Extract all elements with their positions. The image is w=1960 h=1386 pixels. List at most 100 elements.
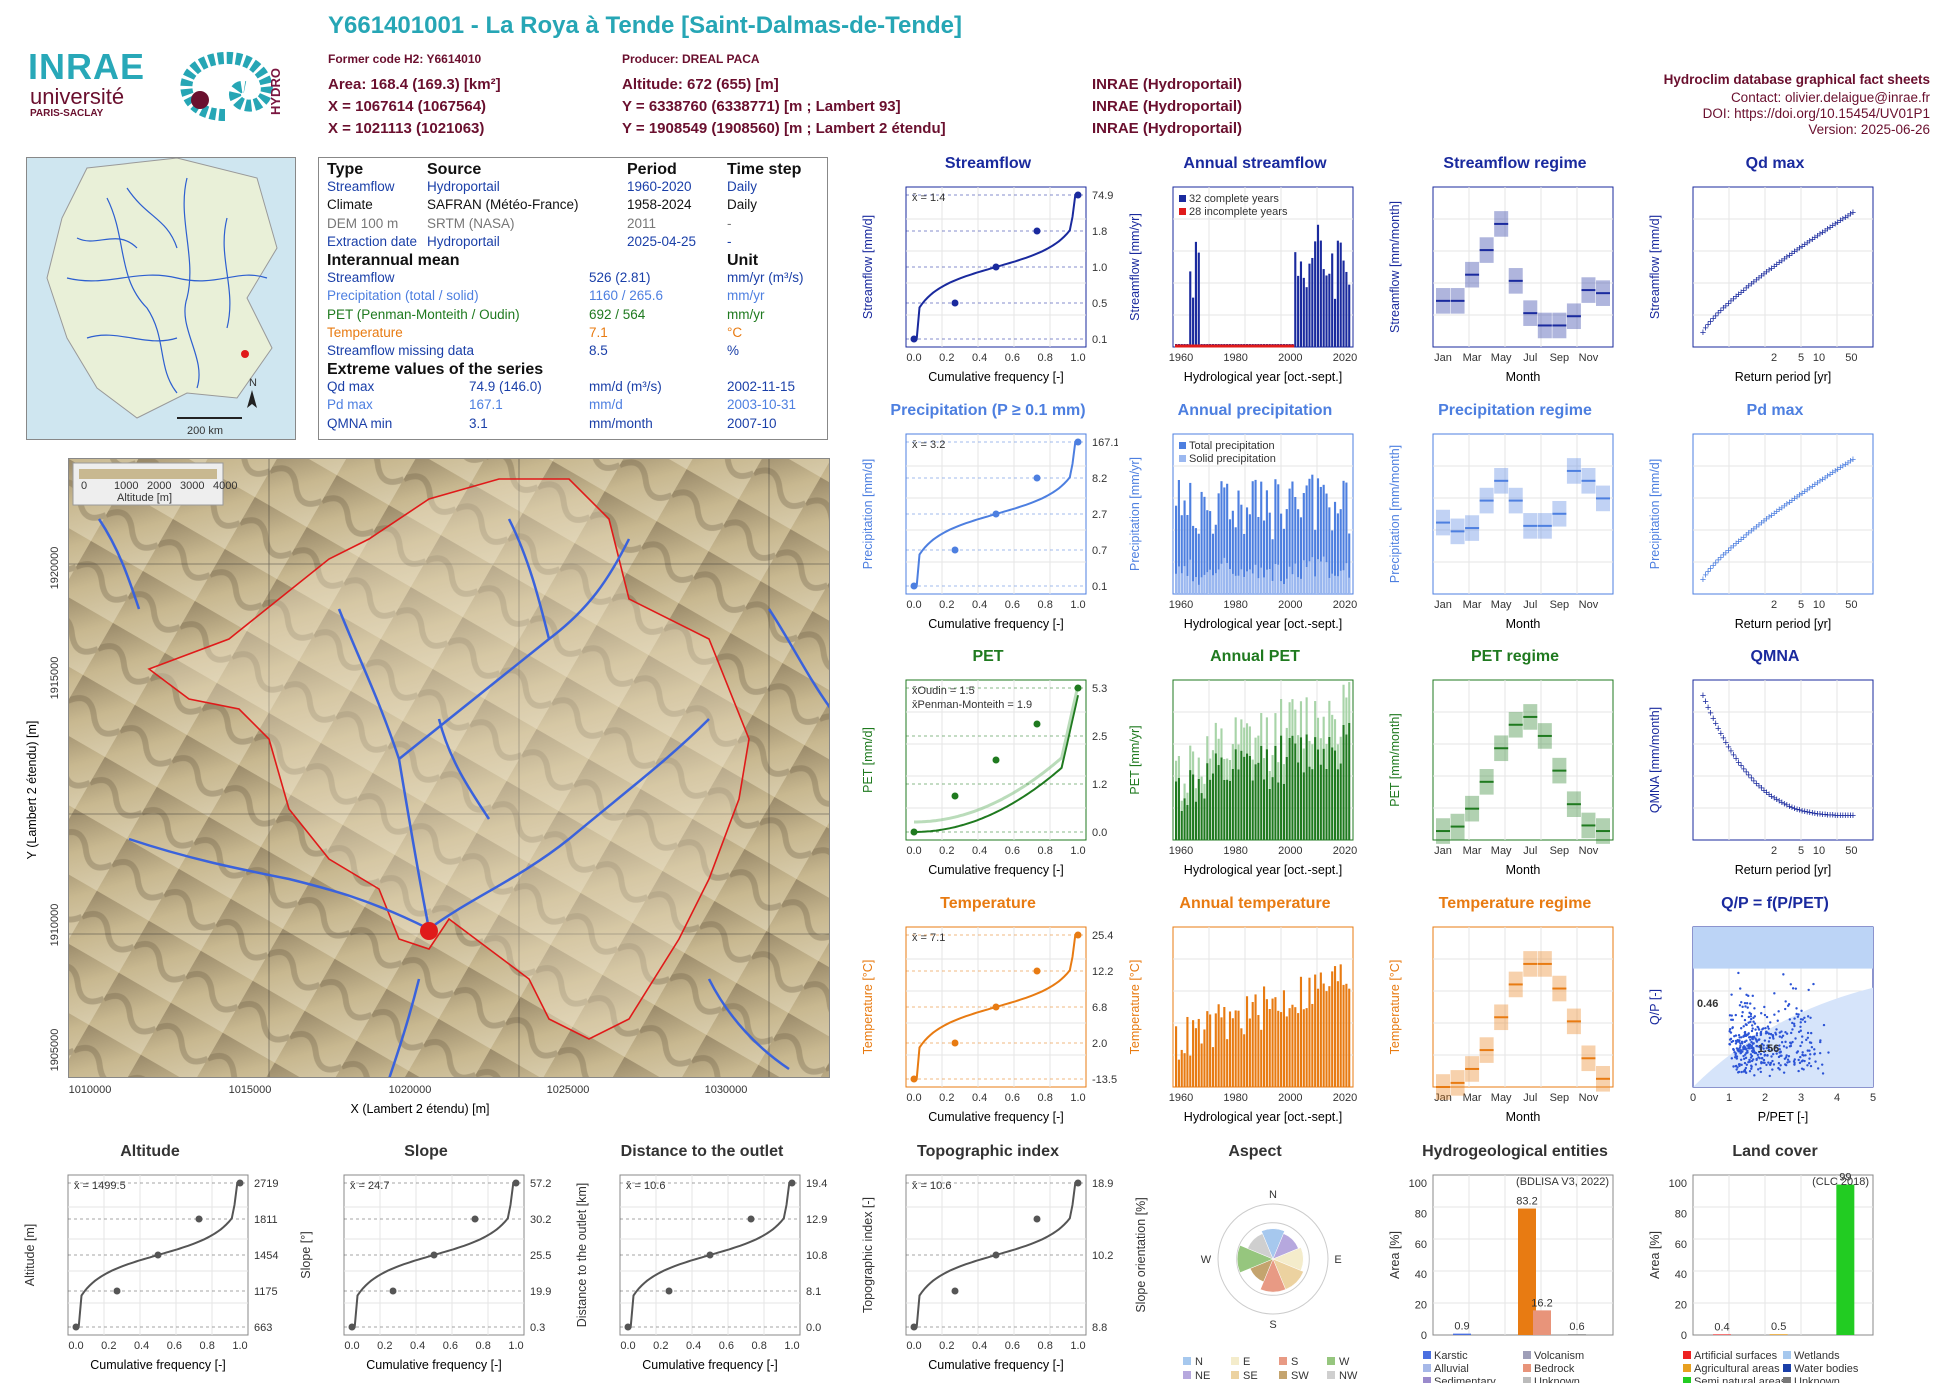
daily-point xyxy=(1741,1005,1744,1009)
quantile-point xyxy=(1074,931,1082,939)
daily-point xyxy=(1746,1049,1749,1053)
x-tick: 0.4 xyxy=(972,1340,987,1352)
daily-point xyxy=(1752,1058,1755,1061)
daily-point xyxy=(1789,1042,1793,1045)
daily-point xyxy=(1751,1042,1755,1045)
map-legend-tick: 1000 xyxy=(114,480,138,492)
return-point: + xyxy=(1730,293,1736,305)
daily-point xyxy=(1768,1036,1772,1040)
doi-link[interactable]: DOI: https://doi.org/10.15454/UV01P1 xyxy=(1702,106,1930,121)
info-cell: 2003-10-31 xyxy=(727,397,797,413)
bar-penman xyxy=(1348,682,1351,723)
chart-title: Annual PET xyxy=(1210,648,1300,665)
daily-point xyxy=(1780,1054,1783,1057)
daily-point xyxy=(1747,1015,1751,1019)
daily-point xyxy=(1750,1024,1754,1027)
quantile-label: 0.1 xyxy=(1092,581,1107,593)
x-tick: 1.0 xyxy=(232,1340,247,1352)
return-point: + xyxy=(1723,737,1729,749)
legend-entry: Sedimentary xyxy=(1434,1376,1496,1383)
contact-link[interactable]: Contact: olivier.delaigue@inrae.fr xyxy=(1730,90,1930,105)
info-cell: - xyxy=(727,233,732,249)
return-point: + xyxy=(1733,538,1739,550)
daily-point xyxy=(1742,1070,1745,1073)
bar-penman xyxy=(1316,717,1320,750)
x-tick: Sep xyxy=(1550,352,1570,364)
bar xyxy=(1251,481,1254,594)
quantile-label: 2719 xyxy=(254,1178,278,1190)
bar-solid xyxy=(1240,569,1243,594)
bar-solid xyxy=(1288,566,1291,594)
quantile-label: 8.2 xyxy=(1092,473,1107,485)
quantile-point xyxy=(910,582,918,590)
daily-point xyxy=(1735,1040,1738,1044)
info-row: Interannual mean Unit xyxy=(327,252,819,270)
return-point: + xyxy=(1735,536,1741,548)
return-point: + xyxy=(1738,760,1744,772)
bar xyxy=(1245,507,1249,594)
legend-entry: SE xyxy=(1243,1370,1258,1382)
bar-penman xyxy=(1271,755,1274,778)
bar xyxy=(1200,491,1203,594)
info-table: Type Source Period Time step Streamflow Hydro… xyxy=(318,157,828,440)
bar xyxy=(1285,756,1288,840)
daily-point xyxy=(1742,1048,1745,1051)
bar-solid xyxy=(1277,564,1280,594)
return-point: + xyxy=(1718,728,1724,740)
x-tick: 50 xyxy=(1845,845,1857,857)
quantile-point xyxy=(992,756,1000,764)
quantile-label: 57.2 xyxy=(530,1178,551,1190)
x-tick: 1.0 xyxy=(508,1340,523,1352)
bar xyxy=(1237,769,1240,840)
y-axis-label: Slope orientation [%] xyxy=(1134,1197,1148,1312)
bar-penman xyxy=(1200,776,1203,794)
return-point: + xyxy=(1774,259,1780,271)
daily-point xyxy=(1740,1070,1743,1074)
quantile-label: 0.5 xyxy=(1092,298,1107,310)
x-tick: 0.6 xyxy=(1005,1340,1020,1352)
x-axis-label: Month xyxy=(1506,617,1541,631)
x-tick: 0.2 xyxy=(939,352,954,364)
x-tick: 2 xyxy=(1771,599,1777,611)
quantile-label: 0.1 xyxy=(1092,334,1107,346)
return-point: + xyxy=(1707,707,1713,719)
bar xyxy=(1285,509,1288,594)
info-row: Precipitation (total / solid) 1160 / 265.… xyxy=(327,288,819,306)
chart-qmna: QMNA Return period [yr] QMNA [mm/month] 2 5 1… xyxy=(1645,648,1905,888)
return-point: + xyxy=(1817,229,1823,241)
x-tick: 2 xyxy=(1771,845,1777,857)
quantile-point xyxy=(1033,1215,1041,1223)
daily-point xyxy=(1743,1046,1747,1049)
quantile-label: 663 xyxy=(254,1322,272,1334)
bar xyxy=(1194,528,1197,594)
return-point: + xyxy=(1847,456,1853,468)
x-tick: 0.4 xyxy=(410,1340,425,1352)
plot-frame xyxy=(1432,926,1614,1088)
bar xyxy=(1217,493,1220,594)
bar xyxy=(1453,1333,1471,1335)
chart-title: PET regime xyxy=(1470,648,1560,665)
daily-point xyxy=(1827,1051,1830,1054)
daily-point xyxy=(1745,1001,1749,1005)
bar-penman xyxy=(1333,719,1337,751)
quantile-label: -13.5 xyxy=(1092,1074,1117,1086)
daily-point xyxy=(1810,1046,1814,1049)
bar xyxy=(1325,768,1328,840)
bar-penman xyxy=(1342,684,1345,725)
info-cell: Hydroportail xyxy=(427,179,500,195)
legend-entry: Agricultural areas xyxy=(1694,1363,1780,1375)
return-point: + xyxy=(1819,809,1825,821)
bar-penman xyxy=(1254,737,1257,765)
bar-solid xyxy=(1280,581,1283,594)
quantile-point xyxy=(1074,438,1082,446)
bar-solid xyxy=(1311,557,1314,594)
info-row: Streamflow Hydroportail 1960-2020 Daily xyxy=(327,179,819,197)
bar xyxy=(1217,1004,1220,1087)
map-legend-tick: 4000 xyxy=(213,480,237,492)
bar xyxy=(1294,743,1297,840)
bar xyxy=(1194,801,1197,840)
bar xyxy=(1214,753,1217,840)
daily-point xyxy=(1804,1054,1807,1057)
legend-entry: Semi natural areas xyxy=(1694,1376,1787,1383)
daily-point xyxy=(1803,1016,1806,1019)
